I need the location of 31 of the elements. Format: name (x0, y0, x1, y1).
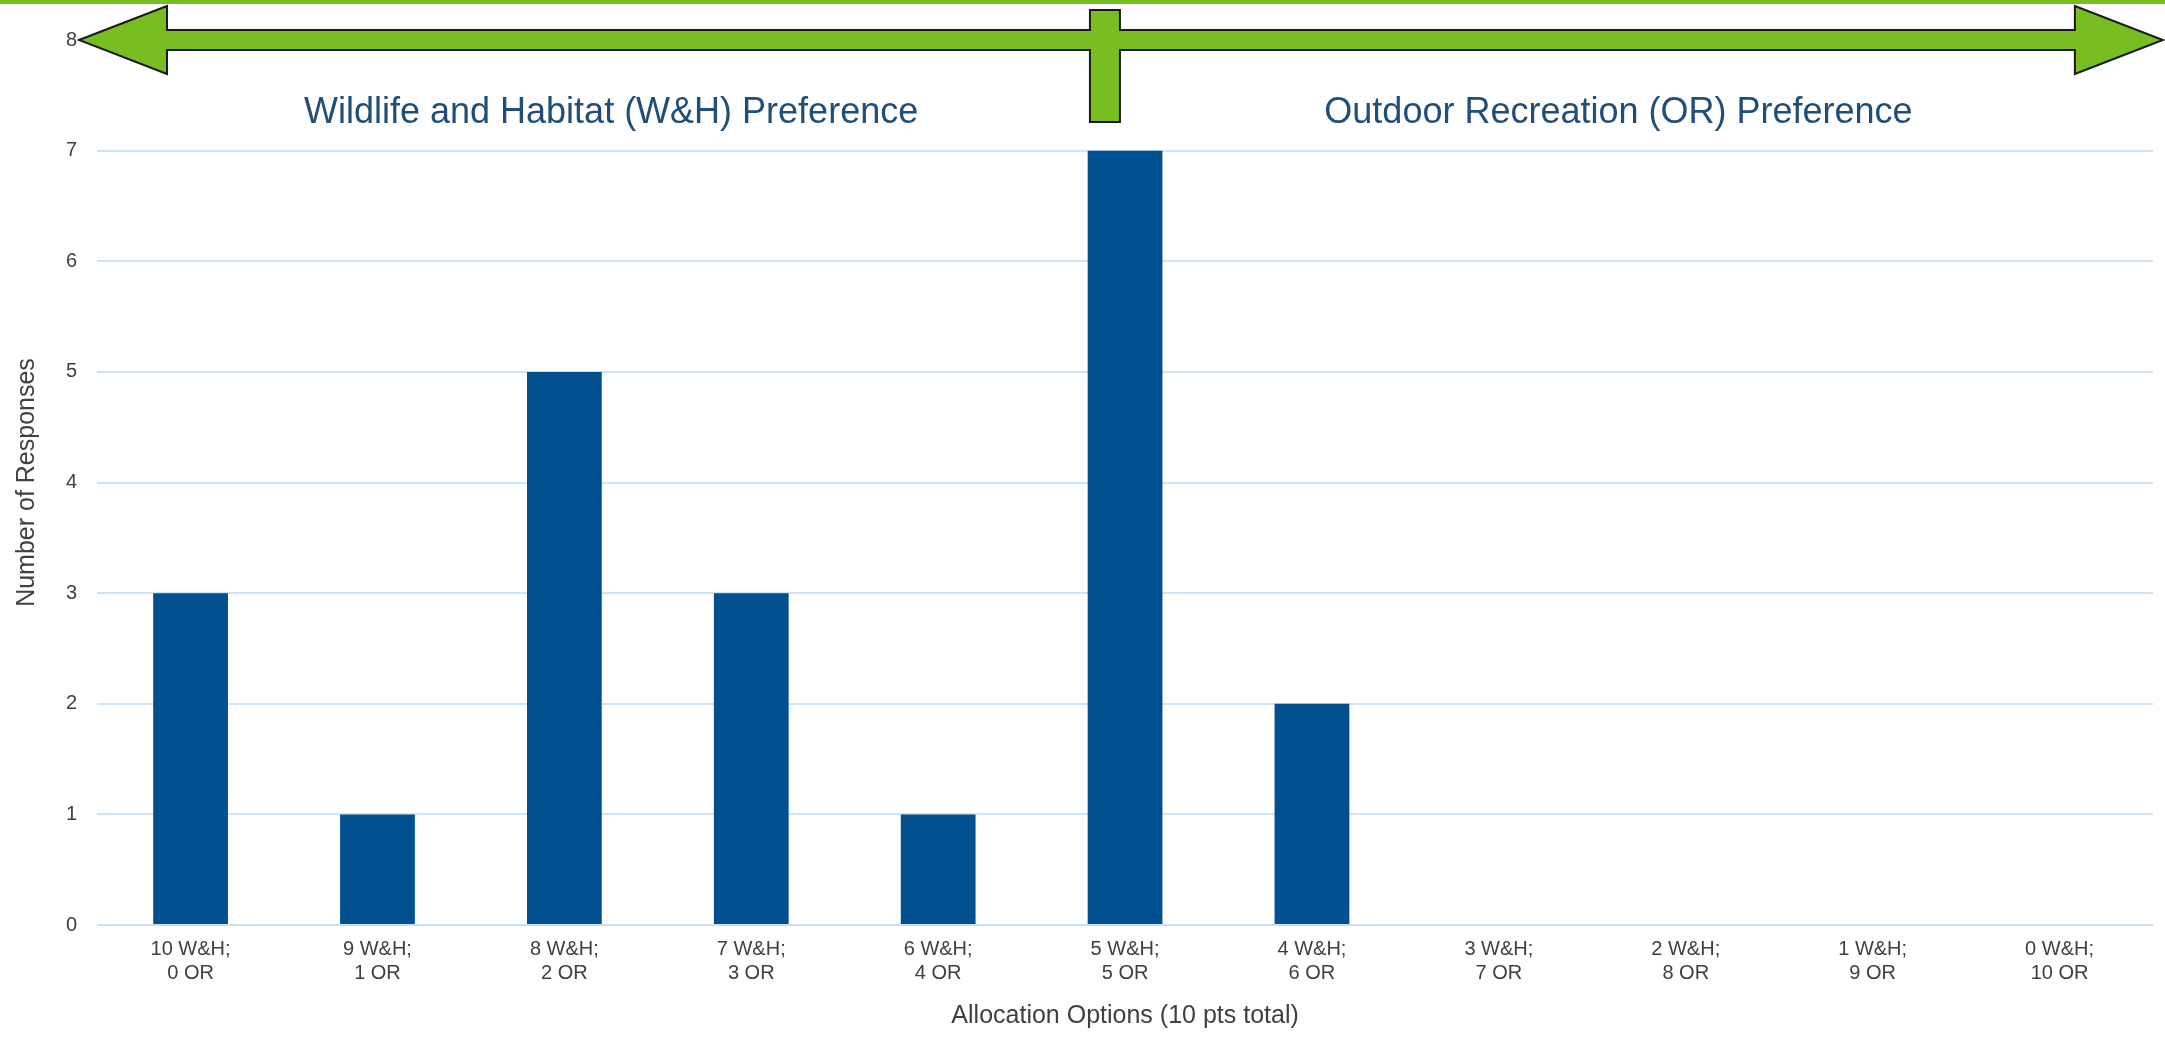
y-tick-label: 3 (66, 580, 78, 603)
annotation: Outdoor Recreation (OR) Preference (1324, 90, 1913, 132)
y-tick-label: 8 (66, 27, 78, 50)
x-tick-label: 2 W&H; 8 OR (1651, 936, 1721, 983)
x-tick-label: 0 W&H; 10 OR (2025, 936, 2094, 983)
y-tick-label: 4 (66, 470, 78, 493)
x-tick-label: 5 W&H; 5 OR (1090, 936, 1160, 983)
x-axis-title: Allocation Options (10 pts total) (951, 999, 1299, 1028)
x-tick-label: 10 W&H; 0 OR (150, 936, 231, 983)
y-tick-label: 0 (66, 912, 78, 935)
bar (526, 371, 602, 924)
y-axis-title: Number of Responses (10, 358, 39, 607)
y-tick-label: 1 (66, 801, 78, 824)
x-tick-label: 3 W&H; 7 OR (1464, 936, 1534, 983)
bar (1087, 150, 1163, 924)
bar (153, 593, 228, 924)
x-tick-label: 7 W&H; 3 OR (716, 936, 786, 983)
y-tick-label: 7 (66, 138, 78, 161)
x-tick-label: 1 W&H; 9 OR (1838, 936, 1908, 983)
bar (340, 814, 415, 924)
y-tick-label: 6 (66, 248, 78, 271)
bar (1274, 703, 1350, 924)
x-tick-label: 9 W&H; 1 OR (343, 936, 412, 983)
y-tick-label: 5 (66, 359, 78, 382)
bar (713, 593, 789, 924)
annotation: Wildlife and Habitat (W&H) Preference (303, 90, 919, 132)
x-tick-label: 6 W&H; 4 OR (903, 936, 973, 983)
y-tick-label: 2 (66, 691, 78, 714)
x-tick-label: 8 W&H; 2 OR (529, 936, 599, 983)
bar (900, 814, 976, 924)
x-tick-label: 4 W&H; 6 OR (1277, 936, 1347, 983)
